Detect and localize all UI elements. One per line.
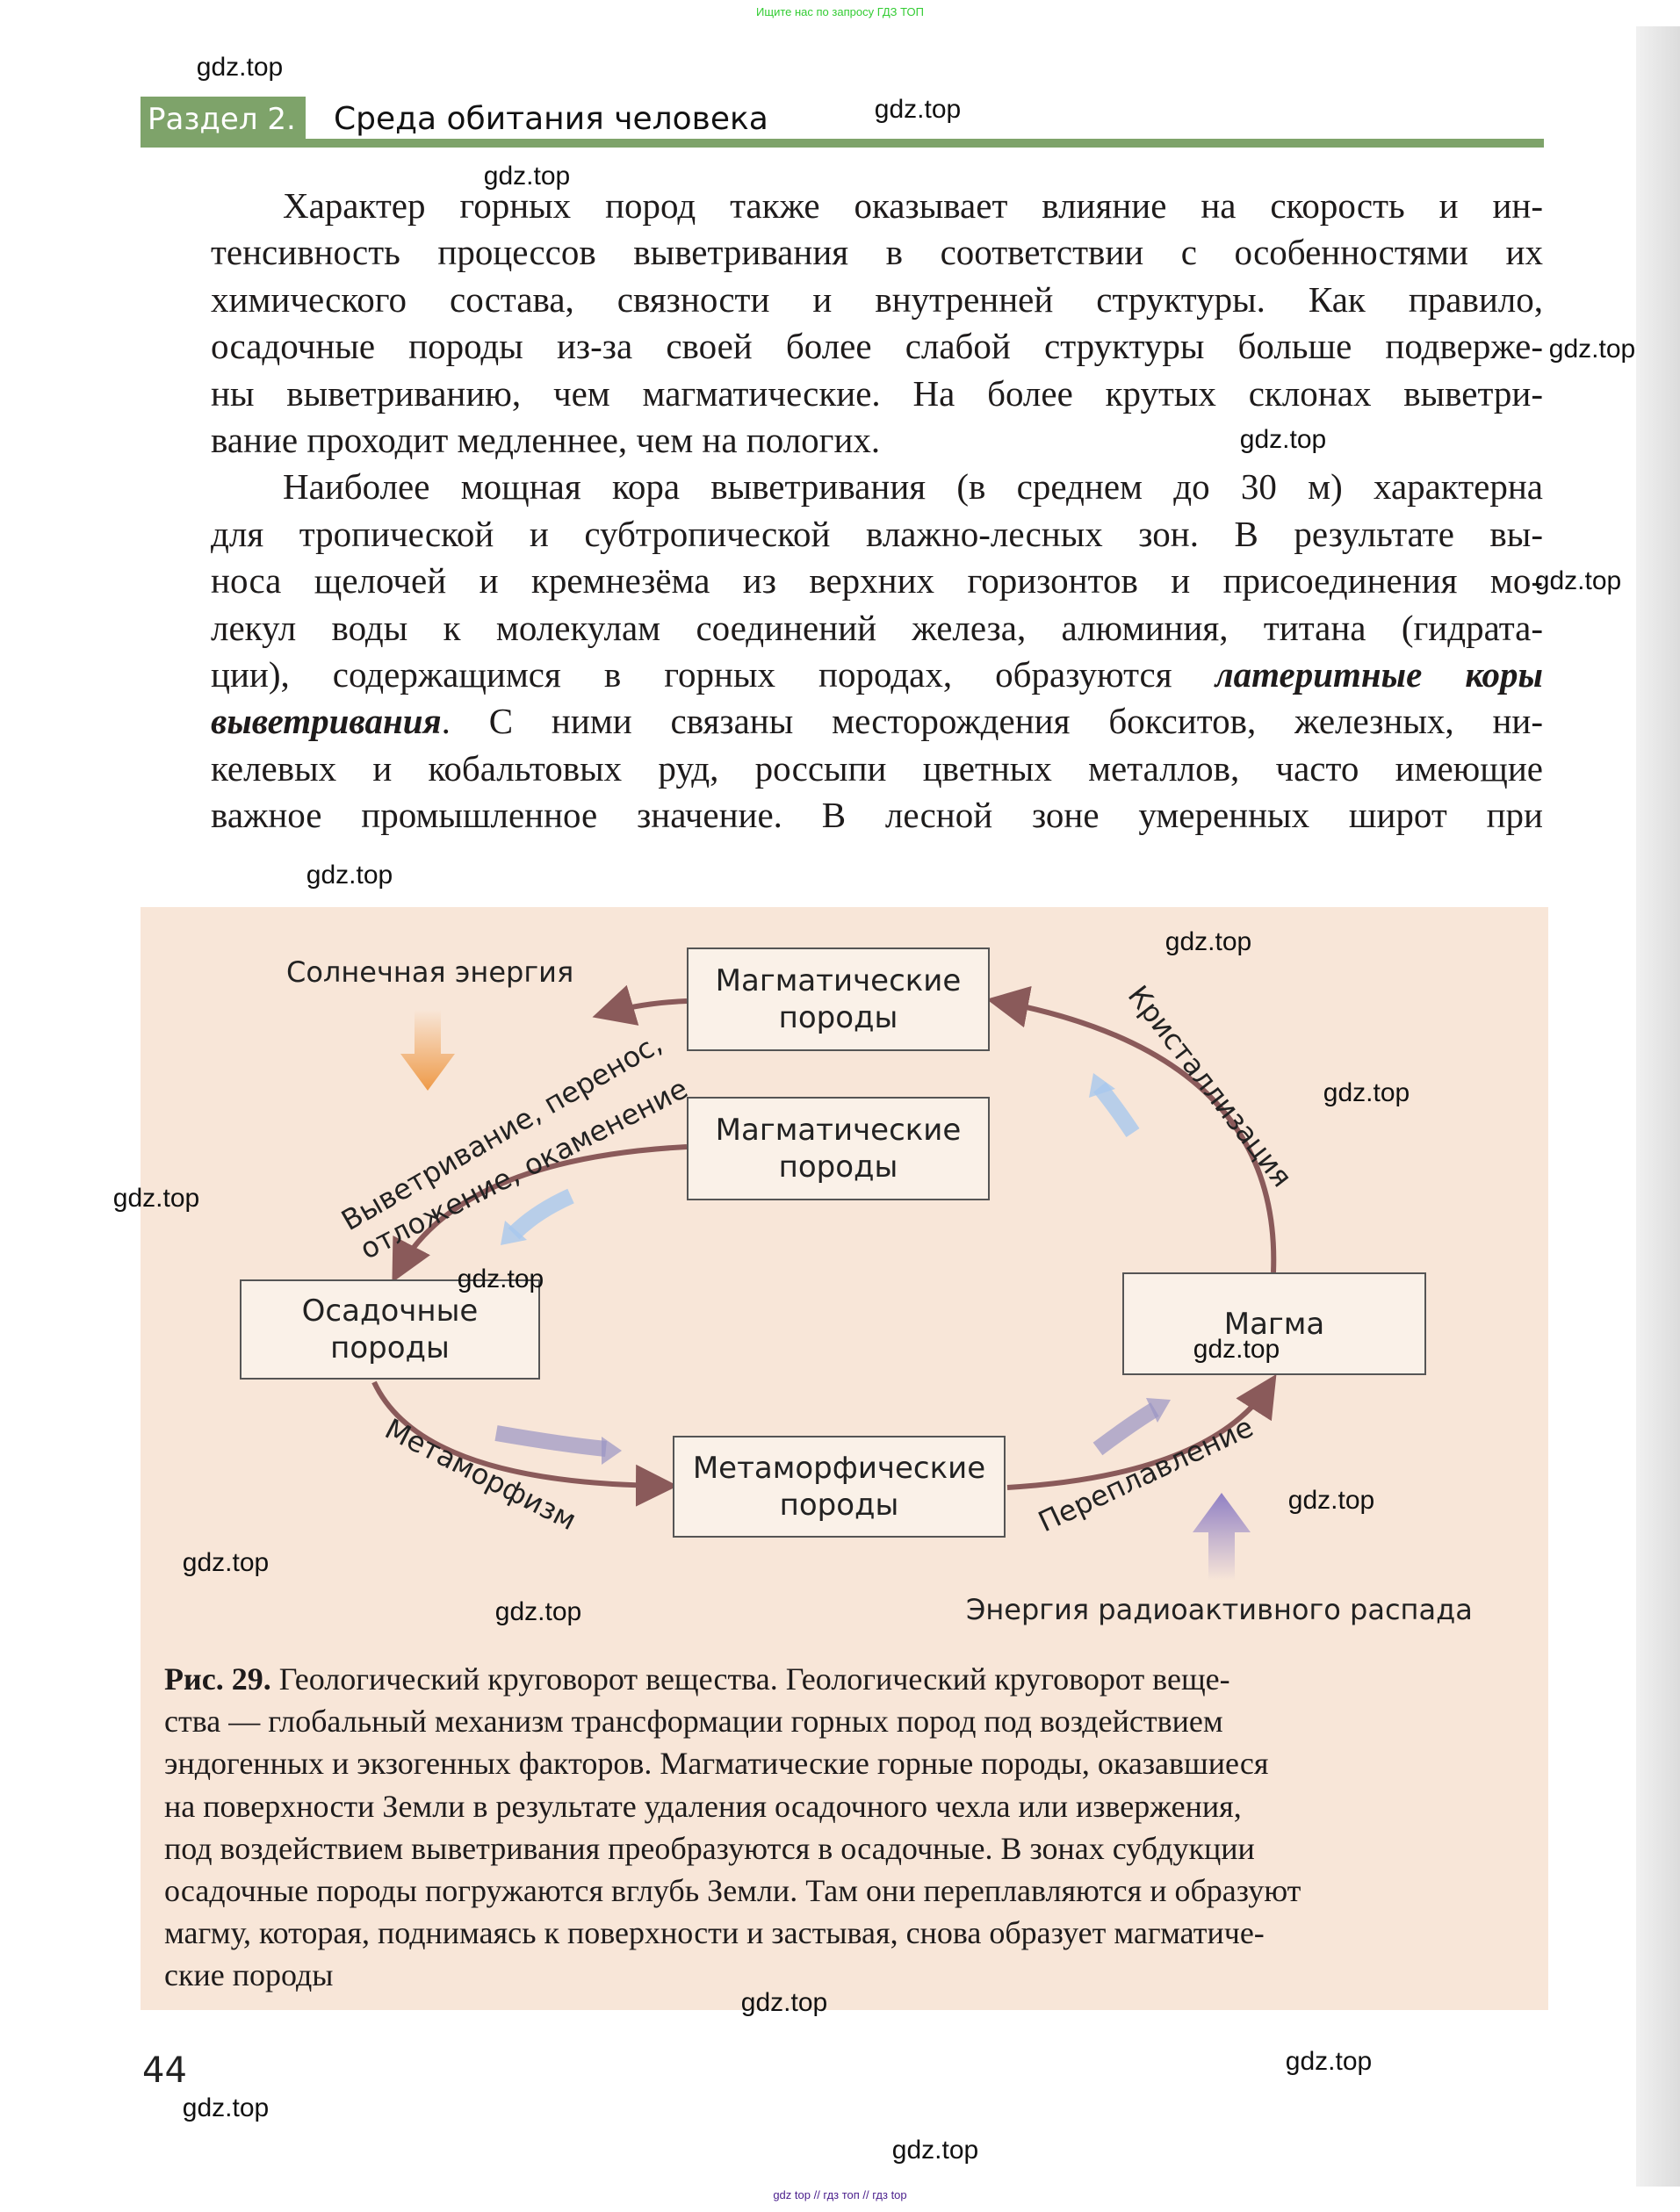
- italic-term: выветривания: [211, 701, 442, 742]
- watermark: gdz.top: [1193, 1335, 1280, 1364]
- watermark: gdz.top: [306, 861, 393, 890]
- text-line: Наиболее мощная кора выветривания (в сре…: [211, 464, 1543, 510]
- italic-term: латеритные коры: [1215, 653, 1543, 695]
- watermark: gdz.top: [182, 2093, 270, 2122]
- arrow-crystallization: [986, 985, 1277, 1273]
- watermark: gdz.top: [483, 162, 571, 191]
- text-run: ские породы: [164, 1957, 334, 1993]
- text-run: носа щелочей и кремнезёма из верхних гор…: [211, 560, 1543, 602]
- text-line: на поверхности Земли в результате удален…: [164, 1785, 1534, 1827]
- watermark: gdz.top: [182, 1548, 270, 1577]
- text-line: важное промышленное значение. В лесной з…: [211, 792, 1543, 839]
- blue-arrow-weathering: [508, 1188, 574, 1240]
- figure-label: Рис. 29.: [164, 1661, 271, 1697]
- watermark: gdz.top: [891, 2136, 979, 2165]
- label-radioactive-energy: Энергия радиоактивного распада: [966, 1593, 1473, 1626]
- text-run: лекул воды к молекулам соединений железа…: [211, 607, 1543, 648]
- text-run: эндогенных и экзогенных факторов. Магмат…: [164, 1746, 1269, 1782]
- blue-arrow-crystallization: [1093, 1082, 1140, 1137]
- text-line: выветривания. С ними связаны месторожден…: [211, 698, 1543, 745]
- text-run: вание проходит медленнее, чем на пологих…: [211, 419, 881, 460]
- text-line: для тропической и субтропической влажно-…: [211, 511, 1543, 558]
- box-magmatic-rocks-2: Магматические породы: [687, 1097, 990, 1200]
- text-line: осадочные породы из-за своей более слабо…: [211, 323, 1543, 370]
- arrow-remelting: [1006, 1373, 1277, 1490]
- text-run: химического состава, связности и внутрен…: [211, 278, 1543, 320]
- text-run: для тропической и субтропической влажно-…: [211, 513, 1543, 554]
- arrow-weathering: [392, 1144, 688, 1283]
- text-run: тенсивность процессов выветривания в соо…: [211, 232, 1543, 273]
- text-line: магму, которая, поднимаясь к поверхности…: [164, 1912, 1534, 1954]
- arrow-magmatic-out: [592, 984, 688, 1026]
- text-line: ские породы: [164, 1954, 1534, 1996]
- text-run: осадочные породы погружаются вглубь Земл…: [164, 1872, 1301, 1908]
- watermark: gdz.top: [1548, 335, 1636, 364]
- text-run: Геологический круговорот вещества. Геоло…: [270, 1661, 1230, 1697]
- watermark: gdz.top: [1285, 2047, 1373, 2076]
- text-run: важное промышленное значение. В лесной з…: [211, 795, 1543, 836]
- box-sedimentary-rocks: Осадочные породы: [240, 1279, 540, 1380]
- purple-arrow-remelting: [1092, 1402, 1159, 1456]
- box-magma: Магма: [1122, 1272, 1426, 1375]
- bottom-banner[interactable]: gdz top // гдз топ // гдз top: [773, 2188, 907, 2201]
- watermark: gdz.top: [494, 1597, 582, 1626]
- text-line: химического состава, связности и внутрен…: [211, 277, 1543, 323]
- watermark: gdz.top: [1323, 1078, 1410, 1107]
- text-line: под воздействием выветривания преобразую…: [164, 1827, 1534, 1870]
- watermark: gdz.top: [1534, 566, 1622, 595]
- header-divider: [141, 139, 1544, 148]
- watermark: gdz.top: [196, 53, 284, 82]
- text-run: Характер горных пород также оказывает вл…: [283, 185, 1543, 226]
- watermark: gdz.top: [1287, 1486, 1375, 1515]
- text-run: магму, которая, поднимаясь к поверхности…: [164, 1915, 1265, 1951]
- text-line: ны выветриванию, чем магматические. На б…: [211, 371, 1543, 417]
- text-run: ны выветриванию, чем магматические. На б…: [211, 372, 1543, 414]
- page-edge-shadow: [1636, 26, 1680, 2187]
- text-run: на поверхности Земли в результате удален…: [164, 1788, 1242, 1824]
- label-solar-energy: Солнечная энергия: [286, 955, 574, 989]
- text-run: ства — глобальный механизм трансформации…: [164, 1704, 1223, 1740]
- arrow-metamorphism: [371, 1380, 678, 1507]
- section-badge: Раздел 2.: [141, 97, 306, 142]
- text-line: вание проходит медленнее, чем на пологих…: [211, 417, 1543, 464]
- text-line: эндогенных и экзогенных факторов. Магмат…: [164, 1742, 1534, 1784]
- watermark: gdz.top: [1239, 425, 1327, 454]
- text-line: Рис. 29. Геологический круговорот вещест…: [164, 1658, 1534, 1700]
- body-text: Характер горных пород также оказывает вл…: [211, 183, 1543, 839]
- box-magmatic-rocks-1: Магматические породы: [687, 947, 990, 1051]
- page-number: 44: [142, 2050, 187, 2091]
- text-line: носа щелочей и кремнезёма из верхних гор…: [211, 558, 1543, 604]
- text-run: под воздействием выветривания преобразую…: [164, 1830, 1255, 1866]
- watermark: gdz.top: [874, 95, 962, 124]
- text-line: ции), содержащимся в горных породах, обр…: [211, 652, 1543, 698]
- watermark: gdz.top: [1164, 927, 1252, 956]
- text-run: ции), содержащимся в горных породах, обр…: [211, 653, 1215, 695]
- watermark: gdz.top: [457, 1265, 544, 1293]
- purple-arrow-metamorphism: [494, 1425, 607, 1457]
- text-line: ства — глобальный механизм трансформации…: [164, 1700, 1534, 1742]
- watermark: gdz.top: [740, 1988, 828, 2017]
- text-line: лекул воды к молекулам соединений железа…: [211, 605, 1543, 652]
- top-banner[interactable]: Ищите нас по запросу ГДЗ ТОП: [756, 5, 924, 18]
- watermark: gdz.top: [112, 1184, 200, 1213]
- section-title: Среда обитания человека: [334, 101, 768, 137]
- solar-energy-arrow: [400, 1010, 455, 1091]
- text-run: . С ними связаны месторождения бокситов,…: [441, 701, 1543, 742]
- text-run: келевых и кобальтовых руд, россыпи цветн…: [211, 747, 1543, 789]
- figure-caption: Рис. 29. Геологический круговорот вещест…: [164, 1658, 1534, 1997]
- text-line: тенсивность процессов выветривания в соо…: [211, 229, 1543, 276]
- box-metamorphic-rocks: Метаморфические породы: [673, 1436, 1006, 1538]
- text-run: Наиболее мощная кора выветривания (в сре…: [283, 466, 1543, 508]
- text-run: осадочные породы из-за своей более слабо…: [211, 326, 1543, 367]
- text-line: осадочные породы погружаются вглубь Земл…: [164, 1870, 1534, 1912]
- text-line: Характер горных пород также оказывает вл…: [211, 183, 1543, 229]
- text-line: келевых и кобальтовых руд, россыпи цветн…: [211, 746, 1543, 792]
- radioactive-energy-arrow: [1193, 1493, 1251, 1581]
